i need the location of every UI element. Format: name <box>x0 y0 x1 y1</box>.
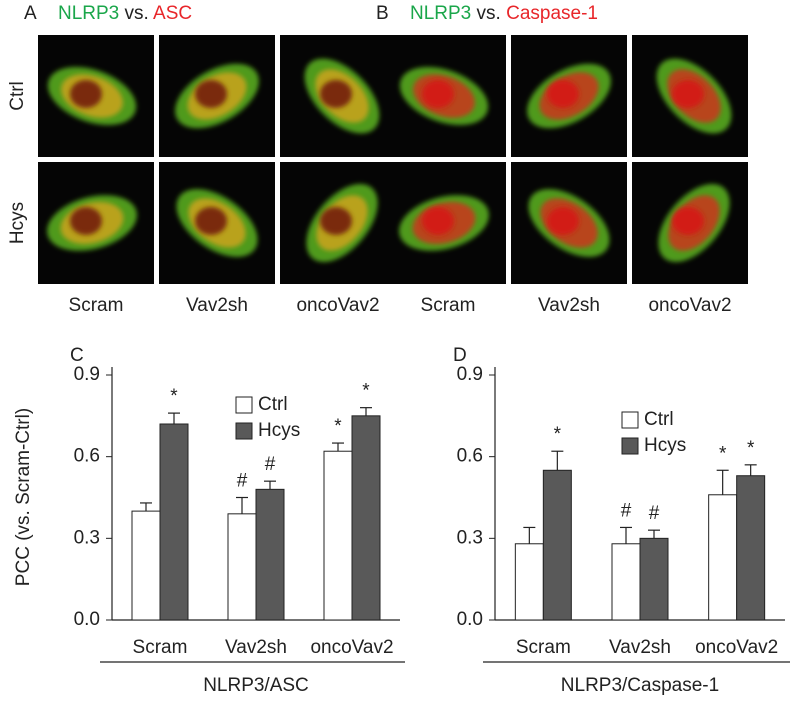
y-tick-label: 0.6 <box>457 446 483 467</box>
legend-label: Hcys <box>258 420 300 441</box>
title-part: ASC <box>153 3 192 24</box>
x-tick-label: Scram <box>133 637 188 658</box>
y-tick-label: 0.3 <box>457 527 483 548</box>
nucleus <box>195 80 227 108</box>
micrograph <box>390 162 506 284</box>
legend-label: Ctrl <box>258 394 288 415</box>
column-label: Vav2sh <box>186 295 248 316</box>
legend-swatch <box>621 411 639 429</box>
bar <box>514 543 544 621</box>
legend-label: Hcys <box>644 435 686 456</box>
x-tick-label: oncoVav2 <box>310 637 393 658</box>
significance-mark: * <box>362 381 370 402</box>
nucleus <box>422 80 454 108</box>
title-part: NLRP3 <box>58 3 119 24</box>
panel-title: NLRP3 vs. ASC <box>58 3 192 24</box>
panel-label: D <box>453 345 467 366</box>
significance-mark: * <box>554 424 562 445</box>
micrograph <box>159 35 275 157</box>
nucleus <box>547 80 579 108</box>
micrograph <box>280 35 396 157</box>
nucleus <box>672 80 704 108</box>
title-part: vs. <box>477 3 501 24</box>
x-axis-label: NLRP3/Caspase-1 <box>561 675 719 696</box>
significance-mark: * <box>334 416 342 437</box>
bar <box>351 415 381 621</box>
legend-swatch <box>235 396 253 414</box>
panel-title: NLRP3 vs. Caspase-1 <box>410 3 598 24</box>
y-tick-label: 0.3 <box>74 527 100 548</box>
micrograph <box>280 162 396 284</box>
significance-mark: # <box>237 471 248 492</box>
panel-label: C <box>70 345 84 366</box>
x-tick-label: oncoVav2 <box>695 637 778 658</box>
y-tick-label: 0.0 <box>74 609 100 630</box>
x-axis-label: NLRP3/ASC <box>203 675 309 696</box>
significance-mark: * <box>719 443 727 464</box>
y-tick-label: 0.0 <box>457 609 483 630</box>
title-part: NLRP3 <box>410 3 471 24</box>
bar <box>323 450 353 621</box>
bar <box>542 469 572 621</box>
column-label: Scram <box>421 295 476 316</box>
micrograph <box>38 35 154 157</box>
row-label: Hcys <box>7 202 28 244</box>
micrograph <box>632 35 748 157</box>
significance-mark: * <box>170 386 178 407</box>
x-tick-label: Vav2sh <box>225 637 287 658</box>
y-tick-label: 0.9 <box>457 364 483 385</box>
nucleus <box>547 207 579 235</box>
charts: C PCC (vs. Scram-Ctrl) 0.0 0.3 0.6 0.9 Scram * V… <box>13 345 790 696</box>
nucleus <box>70 80 102 108</box>
micrograph <box>38 162 154 284</box>
micrographs: A NLRP3 vs. ASC Scram Vav2sh oncoVav2 B NLRP3 … <box>7 3 748 316</box>
column-label: oncoVav2 <box>648 295 731 316</box>
x-tick-label: Scram <box>516 637 571 658</box>
micrograph <box>390 35 506 157</box>
y-axis-label: PCC (vs. Scram-Ctrl) <box>13 408 34 586</box>
title-part: vs. <box>125 3 149 24</box>
legend-swatch <box>621 437 639 455</box>
nucleus <box>320 80 352 108</box>
x-tick-label: Vav2sh <box>609 637 671 658</box>
significance-mark: # <box>265 454 276 475</box>
title-part: Caspase-1 <box>506 3 598 24</box>
micrograph <box>511 162 627 284</box>
legend-label: Ctrl <box>644 409 674 430</box>
nucleus <box>320 207 352 235</box>
y-tick-label: 0.6 <box>74 446 100 467</box>
nucleus <box>195 207 227 235</box>
nucleus <box>422 207 454 235</box>
micrograph <box>159 162 275 284</box>
bar <box>639 537 669 621</box>
bar <box>611 543 641 621</box>
column-label: Scram <box>69 295 124 316</box>
micrograph <box>632 162 748 284</box>
significance-mark: * <box>747 438 755 459</box>
bar <box>255 488 285 621</box>
significance-mark: # <box>649 503 660 524</box>
column-label: oncoVav2 <box>296 295 379 316</box>
row-label: Ctrl <box>7 81 28 111</box>
panel-label: B <box>376 3 389 24</box>
bar <box>227 513 257 621</box>
nucleus <box>70 207 102 235</box>
bar <box>131 510 161 621</box>
significance-mark: # <box>621 500 632 521</box>
nucleus <box>672 207 704 235</box>
bar <box>708 494 738 621</box>
legend-swatch <box>235 422 253 440</box>
micrograph <box>511 35 627 157</box>
bar <box>159 423 189 621</box>
column-label: Vav2sh <box>538 295 600 316</box>
bar <box>736 475 766 621</box>
y-tick-label: 0.9 <box>74 364 100 385</box>
panel-label: A <box>24 3 37 24</box>
